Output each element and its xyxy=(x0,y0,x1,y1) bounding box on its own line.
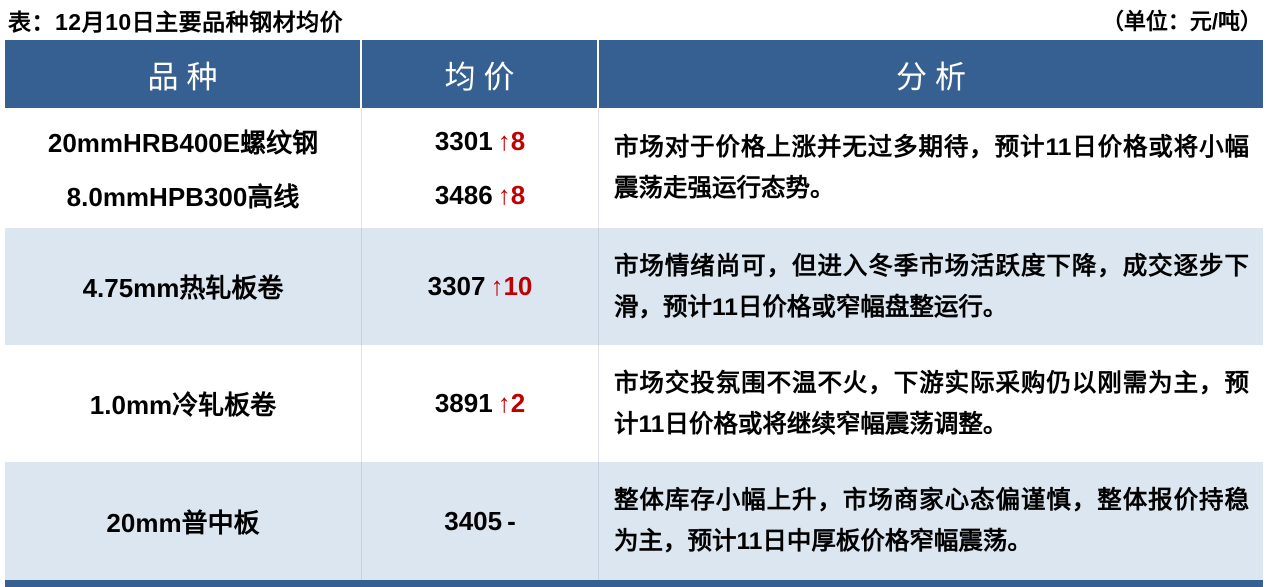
price-value: 3307 ↑10 xyxy=(427,271,533,301)
price-value: 3891 ↑2 xyxy=(434,388,526,418)
header-price: 均价 xyxy=(362,40,599,108)
analysis-text: 市场交投氛围不温不火，下游实际采购仍以刚需为主，预计11日价格或将继续窄幅震荡调… xyxy=(614,369,1249,438)
analysis-text: 市场情绪尚可，但进入冬季市场活跃度下降，成交逐步下滑，预计11日价格或窄幅盘整运… xyxy=(614,252,1249,321)
analysis-text: 整体库存小幅上升，市场商家心态偏谨慎，整体报价持稳为主，预计11日中厚板价格窄幅… xyxy=(614,487,1249,555)
price-up-arrow-icon: ↑2 xyxy=(497,388,526,418)
price-value: 3405- xyxy=(444,505,516,536)
price-up-arrow-icon: ↑8 xyxy=(497,125,526,156)
table-title: 表：12月10日主要品种钢材均价 xyxy=(8,9,344,35)
variety-name: 20mm普中板 xyxy=(106,507,260,538)
title-bar: 表：12月10日主要品种钢材均价 （单位：元/吨） xyxy=(0,0,1268,40)
table-row-medium-plate: 20mm普中板 3405- 整体库存小幅上升，市场商家心态偏谨慎，整体报价持稳为… xyxy=(5,462,1263,580)
header-variety: 品种 xyxy=(5,40,362,108)
variety-name: 4.75mm热轧板卷 xyxy=(82,273,284,303)
variety-name: 1.0mm冷轧板卷 xyxy=(89,390,277,420)
variety-name: 20mmHRB400E螺纹钢 xyxy=(47,127,319,158)
header-analysis: 分析 xyxy=(896,59,974,95)
price-value: 3486 ↑8 xyxy=(434,179,526,210)
price-flat-dash: - xyxy=(507,505,516,536)
unit-label: （单位：元/吨） xyxy=(1101,9,1262,34)
table-header-row: 品种 均价 分析 xyxy=(5,40,1263,108)
bottom-accent-bar xyxy=(5,580,1263,587)
table-row-rebar-wire: 20mmHRB400E螺纹钢 8.0mmHPB300高线 3301 ↑8 3486… xyxy=(5,108,1263,228)
price-up-arrow-icon: ↑10 xyxy=(490,271,533,301)
analysis-text: 市场对于价格上涨并无过多期待，预计11日价格或将小幅震荡走强运行态势。 xyxy=(614,134,1249,202)
table-row-hot-rolled: 4.75mm热轧板卷 3307 ↑10 市场情绪尚可，但进入冬季市场活跃度下降，成… xyxy=(5,228,1263,345)
variety-name: 8.0mmHPB300高线 xyxy=(66,181,300,212)
table-row-cold-rolled: 1.0mm冷轧板卷 3891 ↑2 市场交投氛围不温不火，下游实际采购仍以刚需为主… xyxy=(5,345,1263,462)
price-up-arrow-icon: ↑8 xyxy=(497,179,526,210)
price-value: 3301 ↑8 xyxy=(434,125,526,156)
steel-price-table: 品种 均价 分析 20mmHRB400E螺纹钢 8.0mmHPB300高线 33… xyxy=(5,40,1263,580)
